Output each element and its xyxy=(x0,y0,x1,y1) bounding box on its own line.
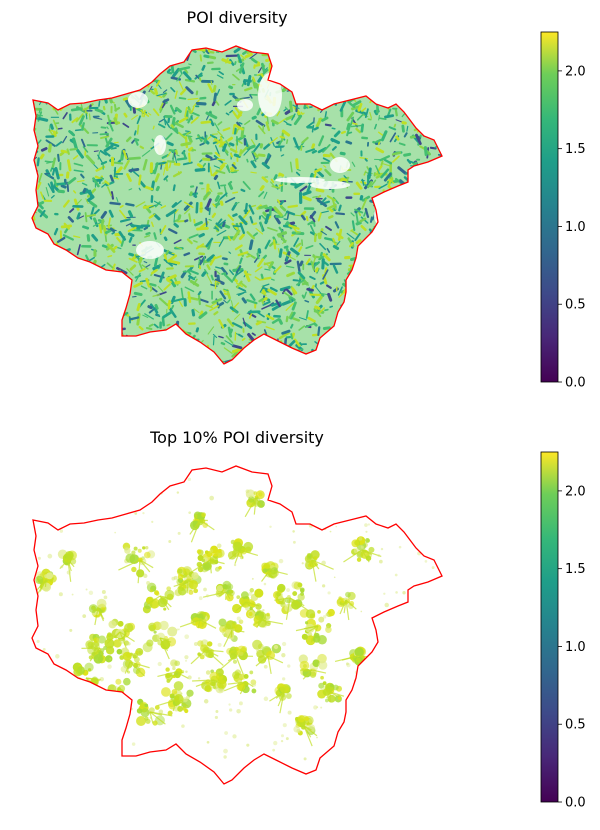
colorbar-tick-label: 1.0 xyxy=(565,640,586,655)
colorbar xyxy=(541,32,558,382)
street-network-layer xyxy=(0,0,460,380)
top-cells-layer xyxy=(31,476,437,774)
colorbar-tick-label: 0.0 xyxy=(565,376,586,391)
colorbar-ticks: 0.0 0.5 1.0 1.5 2.0 xyxy=(558,484,586,810)
colorbar-tick-label: 1.5 xyxy=(565,562,586,577)
colorbar-tick-label: 0.0 xyxy=(565,796,586,811)
colorbar-tick-label: 0.5 xyxy=(565,298,586,313)
colorbar-tick-label: 2.0 xyxy=(565,64,586,79)
colorbar-tick-label: 2.0 xyxy=(565,484,586,499)
colorbar-tick-label: 1.5 xyxy=(565,142,586,157)
map-canvas: 0.0 0.5 1.0 1.5 2.0 xyxy=(0,0,600,410)
map-canvas: 0.0 0.5 1.0 1.5 2.0 xyxy=(0,420,600,820)
colorbar-ticks: 0.0 0.5 1.0 1.5 2.0 xyxy=(558,64,586,390)
colorbar xyxy=(541,452,558,802)
colorbar-tick-label: 1.0 xyxy=(565,220,586,235)
colorbar-tick-label: 0.5 xyxy=(565,718,586,733)
